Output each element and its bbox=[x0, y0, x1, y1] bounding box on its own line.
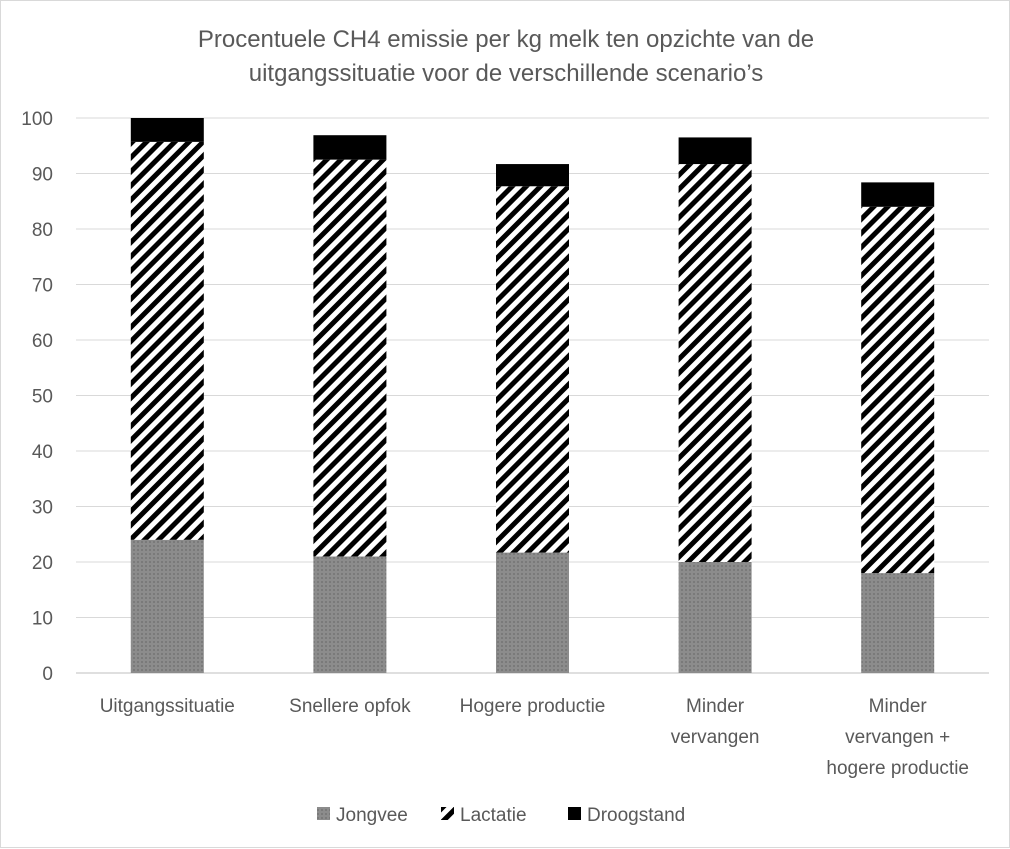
x-category-label-4-line-2: hogere productie bbox=[826, 758, 969, 779]
y-tick-label-0: 0 bbox=[42, 664, 53, 685]
legend-swatch-droogstand bbox=[568, 807, 581, 820]
y-axis-tick-labels: 0 10 20 30 40 50 60 70 80 90 100 bbox=[21, 109, 53, 685]
chart-title-line-2: uitgangssituatie voor de verschillende s… bbox=[249, 60, 764, 87]
y-tick-label-20: 20 bbox=[32, 553, 53, 574]
legend-swatch-lactatie bbox=[441, 807, 454, 820]
y-tick-label-30: 30 bbox=[32, 498, 53, 519]
bar-lactatie-1 bbox=[313, 159, 387, 557]
y-tick-label-50: 50 bbox=[32, 387, 53, 408]
legend-label-lactatie: Lactatie bbox=[460, 805, 527, 826]
x-category-label-3-line-0: Minder bbox=[686, 696, 745, 717]
bar-jongvee-2 bbox=[496, 552, 569, 673]
bar-lactatie-4 bbox=[861, 206, 935, 574]
x-category-label-4-line-0: Minder bbox=[869, 696, 928, 717]
legend-label-jongvee: Jongvee bbox=[336, 805, 408, 826]
bar-jongvee-1 bbox=[313, 556, 387, 673]
bar-jongvee-3 bbox=[678, 562, 752, 673]
y-tick-label-80: 80 bbox=[32, 220, 53, 241]
chart-title-line-1: Procentuele CH4 emissie per kg melk ten … bbox=[198, 26, 814, 53]
x-axis-category-labels: Uitgangssituatie Snellere opfok Hogere pro… bbox=[100, 696, 969, 779]
y-tick-label-100: 100 bbox=[21, 109, 53, 130]
y-tick-label-70: 70 bbox=[32, 276, 53, 297]
y-tick-label-40: 40 bbox=[32, 442, 53, 463]
legend-swatch-jongvee bbox=[317, 807, 330, 820]
bars bbox=[130, 118, 935, 673]
y-tick-label-90: 90 bbox=[32, 165, 53, 186]
legend: Jongvee Lactatie Droogstand bbox=[317, 805, 685, 826]
x-category-label-2-line-0: Hogere productie bbox=[460, 696, 606, 717]
y-tick-label-10: 10 bbox=[32, 609, 53, 630]
x-category-label-4-line-1: vervangen + bbox=[845, 727, 950, 748]
bar-droogstand-2 bbox=[496, 164, 569, 187]
bar-jongvee-0 bbox=[130, 539, 204, 673]
x-category-label-0-line-0: Uitgangssituatie bbox=[100, 696, 235, 717]
x-category-label-3-line-1: vervangen bbox=[671, 727, 760, 748]
x-category-label-1-line-0: Snellere opfok bbox=[289, 696, 411, 717]
bar-droogstand-0 bbox=[130, 118, 204, 142]
bar-lactatie-2 bbox=[496, 186, 569, 553]
legend-label-droogstand: Droogstand bbox=[587, 805, 685, 826]
bar-droogstand-1 bbox=[313, 135, 387, 160]
bar-lactatie-0 bbox=[130, 141, 204, 540]
bar-droogstand-3 bbox=[678, 137, 752, 165]
y-tick-label-60: 60 bbox=[32, 331, 53, 352]
bar-droogstand-4 bbox=[861, 182, 935, 207]
bar-jongvee-4 bbox=[861, 573, 935, 673]
bar-lactatie-3 bbox=[678, 164, 752, 562]
